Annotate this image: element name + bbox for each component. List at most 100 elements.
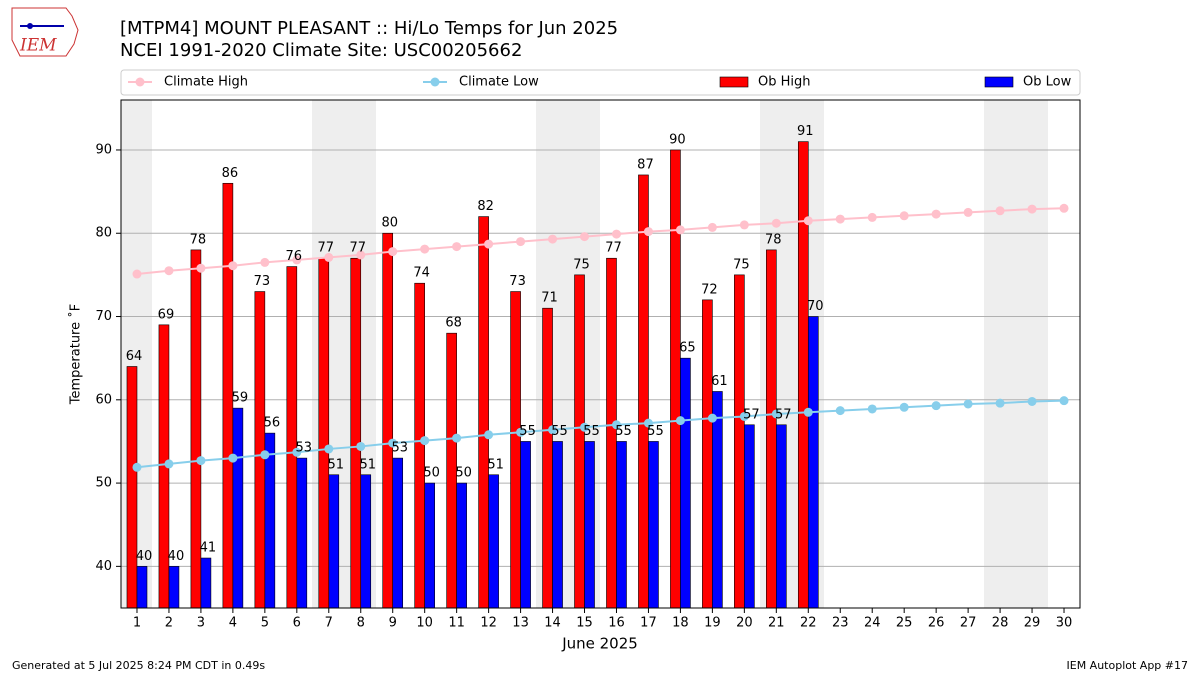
logo: IEM	[11, 7, 79, 57]
bar	[318, 257, 330, 609]
y-tick-label: 70	[95, 309, 112, 324]
line-marker	[611, 420, 621, 430]
bar	[616, 441, 627, 609]
line-marker	[835, 214, 845, 224]
line-marker	[931, 209, 941, 219]
value-label: 57	[743, 407, 760, 422]
x-tick-label: 18	[672, 616, 689, 631]
line-marker	[803, 216, 813, 226]
value-label: 55	[615, 424, 632, 439]
line-marker	[995, 398, 1005, 408]
bar	[200, 557, 212, 609]
value-label: 51	[359, 457, 376, 472]
y-tick-label: 40	[95, 559, 112, 574]
line-marker	[771, 218, 781, 228]
line-marker	[771, 409, 781, 419]
bar	[638, 174, 649, 609]
line-marker	[132, 269, 142, 279]
line-marker	[580, 232, 590, 242]
line-marker	[388, 438, 398, 448]
line-marker	[1027, 396, 1037, 406]
value-label: 70	[807, 299, 824, 314]
value-label: 51	[328, 457, 345, 472]
line-marker	[452, 433, 462, 443]
chart-title: [MTPM4] MOUNT PLEASANT :: Hi/Lo Temps fo…	[120, 18, 618, 39]
legend-label: Ob Low	[1023, 75, 1072, 90]
line-marker	[580, 422, 590, 432]
bar	[766, 249, 777, 609]
plot-frame	[120, 99, 1081, 609]
x-tick-label: 12	[480, 616, 497, 631]
value-label: 50	[455, 466, 472, 481]
value-label: 61	[711, 374, 728, 389]
bar	[776, 424, 787, 609]
line-marker	[356, 250, 366, 260]
x-tick-label: 14	[544, 616, 561, 631]
x-tick-label: 26	[928, 616, 945, 631]
legend-swatch	[984, 76, 1014, 88]
line-marker	[228, 453, 238, 463]
value-label: 73	[509, 274, 526, 289]
bar	[414, 282, 425, 609]
logo-text: IEM	[19, 36, 57, 56]
bar	[797, 141, 809, 609]
value-label: 71	[541, 291, 558, 306]
bar	[168, 566, 180, 609]
y-tick-label: 60	[95, 392, 112, 407]
value-label: 80	[381, 216, 398, 231]
x-tick-label: 11	[448, 616, 465, 631]
bar	[232, 407, 244, 609]
line-marker	[292, 447, 302, 457]
bar	[584, 441, 595, 609]
x-tick-label: 20	[736, 616, 753, 631]
line-marker	[867, 212, 877, 222]
bar	[478, 216, 489, 609]
x-tick-label: 27	[960, 616, 977, 631]
bar	[552, 441, 563, 609]
value-label: 77	[605, 241, 622, 256]
bar	[136, 566, 148, 609]
bar	[807, 316, 819, 609]
value-label: 76	[286, 249, 303, 264]
bar	[264, 432, 276, 609]
value-label: 75	[733, 257, 750, 272]
x-tick-label: 24	[864, 616, 881, 631]
value-label: 59	[232, 391, 249, 406]
value-label: 91	[797, 124, 814, 139]
bar	[424, 482, 435, 609]
y-tick-label: 90	[95, 142, 112, 157]
value-label: 53	[391, 441, 408, 456]
line	[136, 207, 1065, 276]
line-marker	[516, 237, 526, 247]
line-marker	[260, 257, 270, 267]
x-tick-label: 29	[1024, 616, 1041, 631]
line-marker	[963, 399, 973, 409]
line-marker	[963, 207, 973, 217]
value-label: 78	[765, 232, 782, 247]
x-tick-label: 15	[576, 616, 593, 631]
value-label: 40	[168, 549, 185, 564]
value-label: 78	[190, 232, 207, 247]
bar	[360, 474, 372, 609]
line-marker	[516, 427, 526, 437]
x-axis-label: June 2025	[561, 635, 638, 653]
line	[136, 399, 1065, 469]
value-label: 40	[136, 549, 153, 564]
bar	[542, 307, 553, 609]
line-marker	[1059, 203, 1069, 213]
value-label: 75	[573, 257, 590, 272]
bar	[296, 457, 308, 609]
x-tick-label: 13	[512, 616, 529, 631]
legend-label: Climate Low	[459, 75, 539, 90]
line-marker	[388, 247, 398, 257]
value-label: 82	[477, 199, 494, 214]
value-label: 51	[487, 457, 504, 472]
x-tick-label: 19	[704, 616, 721, 631]
bar	[520, 441, 531, 609]
bar	[574, 274, 585, 609]
line-marker	[611, 229, 621, 239]
x-tick-label: 1	[133, 616, 141, 631]
line-marker	[196, 263, 206, 273]
line-marker	[164, 459, 174, 469]
bar	[488, 474, 499, 609]
